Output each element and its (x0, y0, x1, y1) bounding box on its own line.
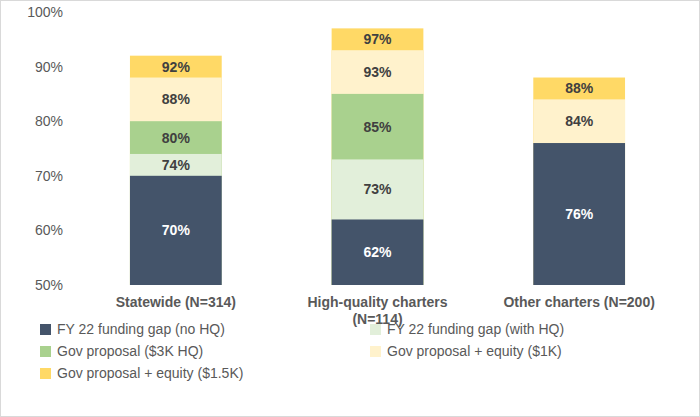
legend-label: Gov proposal + equity ($1K) (387, 343, 562, 359)
legend-label: Gov proposal + equity ($1.5K) (57, 365, 243, 381)
legend-label: FY 22 funding gap (with HQ) (387, 321, 564, 337)
bar (332, 50, 424, 285)
x-tick-label-line: Other charters (N=200) (503, 294, 654, 310)
legend-label: FY 22 funding gap (no HQ) (57, 321, 225, 337)
data-label: 80% (162, 130, 191, 146)
legend-label: Gov proposal ($3K HQ) (57, 343, 203, 359)
bar (130, 154, 222, 285)
y-tick-label: 100% (27, 4, 63, 20)
bar (533, 78, 625, 285)
data-label: 84% (565, 113, 594, 129)
data-label: 88% (162, 91, 191, 107)
y-tick-label: 90% (35, 59, 63, 75)
legend-swatch (370, 346, 381, 357)
data-label: 74% (162, 157, 191, 173)
bar (332, 159, 424, 285)
data-label: 97% (363, 31, 392, 47)
x-tick-label: Statewide (N=314) (116, 294, 236, 310)
data-label: 62% (363, 244, 392, 260)
bar (130, 176, 222, 285)
data-label: 93% (363, 64, 392, 80)
bar (332, 28, 424, 285)
y-tick-label: 70% (35, 168, 63, 184)
bar (130, 121, 222, 285)
bar (332, 219, 424, 285)
data-label: 88% (565, 80, 594, 96)
legend-swatch (370, 324, 381, 335)
data-label: 76% (565, 206, 594, 222)
y-tick-label: 80% (35, 113, 63, 129)
legend-swatch (40, 346, 51, 357)
bar (130, 78, 222, 285)
x-tick-label-line: Statewide (N=314) (116, 294, 236, 310)
legend-swatch (40, 368, 51, 379)
chart-frame (1, 1, 700, 417)
bar (533, 143, 625, 285)
bar (332, 94, 424, 285)
bars (130, 28, 625, 285)
data-label: 73% (363, 181, 392, 197)
chart-container: 50% 60% 70% 80% 90% 100% 70% 74% 80% 88% 92% 62% 73%… (0, 0, 700, 417)
x-tick-label: Other charters (N=200) (503, 294, 654, 310)
chart-svg: 50% 60% 70% 80% 90% 100% 70% 74% 80% 88% 92% 62% 73%… (0, 0, 700, 417)
x-tick-label-line: High-quality charters (307, 294, 447, 310)
data-label: 70% (162, 222, 191, 238)
bar (130, 56, 222, 285)
data-label: 92% (162, 59, 191, 75)
y-tick-label: 50% (35, 277, 63, 293)
legend-swatch (40, 324, 51, 335)
y-tick-label: 60% (35, 222, 63, 238)
data-label: 85% (363, 119, 392, 135)
bar (533, 99, 625, 285)
